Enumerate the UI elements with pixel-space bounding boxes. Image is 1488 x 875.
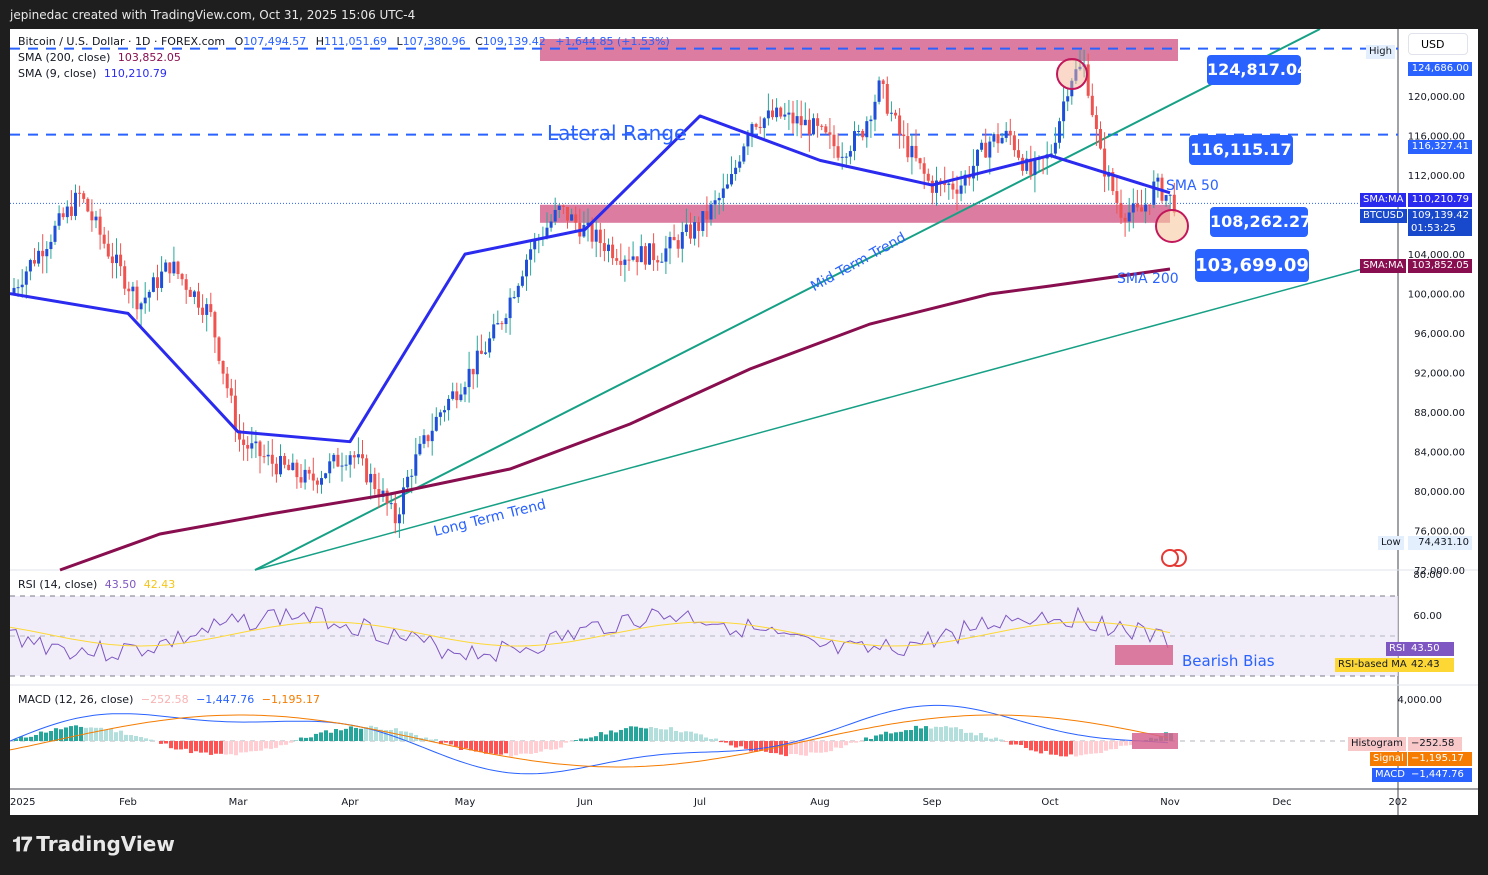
high-label: H — [315, 35, 325, 48]
svg-text:202: 202 — [1388, 797, 1407, 808]
attribution: jepinedac created with TradingView.com, … — [10, 8, 416, 22]
rsi-ma-tag-value: 42.43 — [1408, 658, 1454, 672]
sma9-tag-value: 110,210.79 — [1408, 193, 1472, 207]
svg-text:100,000.00: 100,000.00 — [1408, 290, 1465, 301]
change-value: +1,644.85 (+1.53%) — [555, 35, 670, 48]
signal-tag-value: −1,195.17 — [1408, 752, 1472, 766]
high-value-tag: 124,686.00 — [1408, 62, 1472, 76]
symbol-legend: Bitcoin / U.S. Dollar · 1D · FOREX.com O… — [18, 35, 670, 48]
symbol-name: Bitcoin / U.S. Dollar · 1D · FOREX.com — [18, 35, 226, 48]
sma200-price-pill[interactable]: 103,699.09 — [1195, 249, 1309, 282]
close-label: C — [475, 35, 483, 48]
rsi-ma-legend-value: 42.43 — [143, 578, 176, 591]
currency-button[interactable]: USD — [1408, 33, 1468, 55]
chart-canvas[interactable]: 120,000.00116,000.00112,000.00108,000.00… — [10, 29, 1478, 815]
svg-text:Jun: Jun — [576, 797, 593, 808]
tradingview-brand[interactable]: 𝟏𝟕 TradingView — [12, 832, 175, 856]
rsi-tag-label: RSI — [1386, 642, 1409, 656]
svg-text:96,000.00: 96,000.00 — [1414, 329, 1465, 340]
svg-text:4,000.00: 4,000.00 — [1397, 695, 1442, 706]
mid-price-pill[interactable]: 116,115.17 — [1189, 135, 1293, 165]
svg-text:Jul: Jul — [693, 797, 706, 808]
svg-text:116,000.00: 116,000.00 — [1408, 132, 1465, 143]
macd-tag-value: −1,447.76 — [1408, 768, 1472, 782]
sma200-label: SMA 200 — [1117, 271, 1179, 287]
rsi-legend[interactable]: RSI (14, close) 43.50 42.43 — [18, 578, 175, 591]
rsi-tag-value: 43.50 — [1408, 642, 1454, 656]
sma200-legend[interactable]: SMA (200, close) 103,852.05 — [18, 51, 181, 64]
sma9-legend-label: SMA (9, close) — [18, 67, 97, 80]
svg-text:Nov: Nov — [1160, 797, 1180, 808]
signal-tag-label: Signal — [1370, 752, 1407, 766]
sma9-tag-label: SMA:MA — [1360, 193, 1407, 207]
btcusd-tag-value: 109,139.42 — [1408, 209, 1472, 223]
brand-name: TradingView — [36, 832, 175, 856]
svg-text:88,000.00: 88,000.00 — [1414, 408, 1465, 419]
svg-text:92,000.00: 92,000.00 — [1414, 369, 1465, 380]
rsi-ma-tag-label: RSI-based MA — [1335, 658, 1410, 672]
svg-text:Apr: Apr — [341, 797, 359, 808]
sma200-tag-value: 103,852.05 — [1408, 259, 1472, 273]
histogram-tag-value: −252.58 — [1408, 737, 1462, 751]
svg-text:80.00: 80.00 — [1413, 570, 1442, 581]
sma200-legend-label: SMA (200, close) — [18, 51, 111, 64]
low-label: L — [396, 35, 403, 48]
svg-text:60.00: 60.00 — [1413, 611, 1442, 622]
svg-text:Oct: Oct — [1041, 797, 1058, 808]
svg-text:112,000.00: 112,000.00 — [1408, 171, 1465, 182]
svg-text:May: May — [455, 797, 476, 808]
svg-text:Feb: Feb — [119, 797, 137, 808]
svg-text:104,000.00: 104,000.00 — [1408, 250, 1465, 261]
resistance-price-pill[interactable]: 124,817.04 — [1207, 55, 1308, 85]
btcusd-tag-label: BTCUSD — [1360, 209, 1407, 223]
high-value: 111,051.69 — [324, 35, 387, 48]
open-label: O — [234, 35, 244, 48]
low-value: 107,380.96 — [402, 35, 466, 48]
macd-legend-label: MACD (12, 26, close) — [18, 693, 134, 706]
svg-text:2025: 2025 — [10, 797, 35, 808]
low-value-tag: 74,431.10 — [1408, 536, 1472, 550]
svg-text:Dec: Dec — [1272, 797, 1291, 808]
sma200-legend-value: 103,852.05 — [117, 51, 181, 64]
sma200-tag-label: SMA:MA — [1360, 259, 1407, 273]
lateral-range-label: Lateral Range — [547, 121, 687, 145]
tradingview-logo-icon: 𝟏𝟕 — [12, 832, 32, 856]
level-tag: 116,327.41 — [1408, 140, 1472, 154]
sma50-label: SMA 50 — [1166, 178, 1219, 194]
svg-text:76,000.00: 76,000.00 — [1414, 527, 1465, 538]
close-value: 109,139.42 — [482, 35, 546, 48]
sma9-legend-value: 110,210.79 — [103, 67, 167, 80]
svg-text:Mar: Mar — [229, 797, 249, 808]
macd-tag-label: MACD — [1372, 768, 1408, 782]
high-label-tag: High — [1366, 45, 1395, 59]
open-value: 107,494.57 — [243, 35, 307, 48]
svg-text:80,000.00: 80,000.00 — [1414, 487, 1465, 498]
svg-text:84,000.00: 84,000.00 — [1414, 448, 1465, 459]
rsi-legend-label: RSI (14, close) — [18, 578, 98, 591]
histogram-tag-label: Histogram — [1348, 737, 1406, 751]
svg-text:Sep: Sep — [923, 797, 942, 808]
macd-legend-value: −1,447.76 — [196, 693, 255, 706]
macd-hist-legend-value: −252.58 — [140, 693, 189, 706]
low-label-tag: Low — [1378, 536, 1404, 550]
svg-text:72,000.00: 72,000.00 — [1414, 566, 1465, 577]
chart-frame[interactable]: 120,000.00116,000.00112,000.00108,000.00… — [10, 29, 1478, 815]
svg-text:120,000.00: 120,000.00 — [1408, 92, 1465, 103]
svg-text:Aug: Aug — [810, 797, 830, 808]
countdown-tag: 01:53:25 — [1408, 222, 1472, 236]
macd-signal-legend-value: −1,195.17 — [261, 693, 320, 706]
support-price-pill[interactable]: 108,262.27 — [1210, 207, 1311, 237]
bearish-bias-label: Bearish Bias — [1182, 652, 1275, 670]
sma9-legend[interactable]: SMA (9, close) 110,210.79 — [18, 67, 167, 80]
macd-legend[interactable]: MACD (12, 26, close) −252.58 −1,447.76 −… — [18, 693, 320, 706]
rsi-legend-value: 43.50 — [104, 578, 137, 591]
